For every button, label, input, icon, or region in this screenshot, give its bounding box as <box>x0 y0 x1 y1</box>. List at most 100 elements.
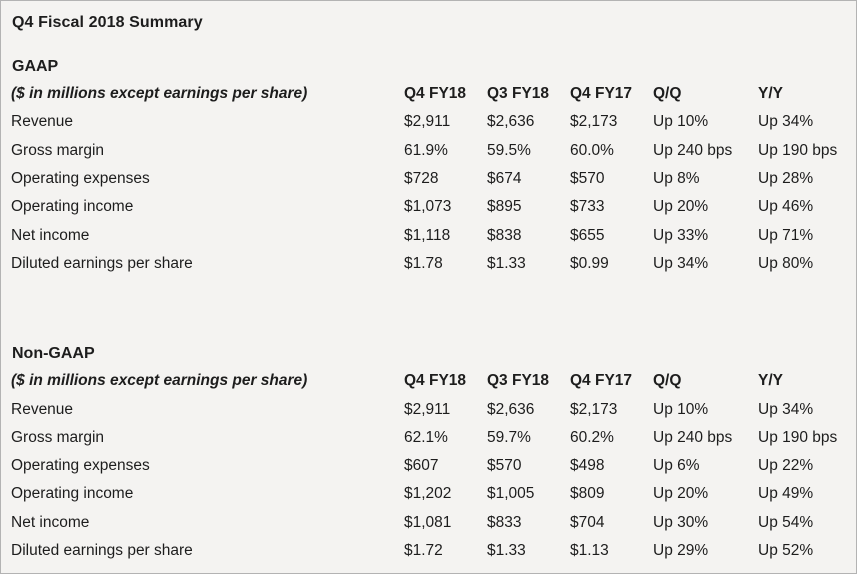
cell-q3fy18: $833 <box>487 513 522 531</box>
financial-table-gaap: ($ in millions except earnings per share… <box>11 80 856 278</box>
table-head: ($ in millions except earnings per share… <box>11 367 856 395</box>
cell-yoy: Up 22% <box>758 457 814 475</box>
cell-q4fy18: $1,118 <box>404 226 451 244</box>
cell-q4fy18: $1,202 <box>404 485 452 503</box>
section-heading-gaap: GAAP <box>12 58 59 75</box>
cell-yoy: Up 190 bps <box>758 141 838 159</box>
cell-q3fy18: 59.7% <box>487 428 531 446</box>
cell-q4fy17: $570 <box>570 170 605 188</box>
column-header-q4fy17: Q4 FY17 <box>570 372 633 390</box>
cell-q3fy18: $895 <box>487 198 522 216</box>
cell-qoq: Up 240 bps <box>653 428 733 446</box>
row-label: Gross margin <box>11 141 105 159</box>
cell-yoy: Up 34% <box>758 113 814 131</box>
table-body: Revenue $2,911 $2,636 $2,173 Up 10% Up 34% Gro… <box>11 395 856 565</box>
table-caption: ($ in millions except earnings per share… <box>11 85 308 103</box>
cell-qoq: Up 30% <box>653 513 709 531</box>
cell-yoy: Up 190 bps <box>758 428 838 446</box>
cell-q4fy17: $2,173 <box>570 400 618 418</box>
cell-yoy: Up 34% <box>758 400 814 418</box>
table-row: Operating income $1,202 $1,005 $809 Up 20% Up… <box>11 480 856 508</box>
cell-qoq: Up 10% <box>653 400 709 418</box>
row-label: Net income <box>11 513 90 531</box>
cell-yoy: Up 52% <box>758 542 814 559</box>
table-row: Gross margin 61.9% 59.5% 60.0% Up 240 bps Up … <box>11 137 856 165</box>
column-header-q4fy18: Q4 FY18 <box>404 85 467 103</box>
cell-qoq: Up 29% <box>653 542 709 559</box>
cell-qoq: Up 6% <box>653 457 700 475</box>
table-row: Revenue $2,911 $2,636 $2,173 Up 10% Up 34% <box>11 108 856 136</box>
cell-q3fy18: $2,636 <box>487 113 535 131</box>
table-row: Revenue $2,911 $2,636 $2,173 Up 10% Up 34% <box>11 395 856 423</box>
cell-q4fy18: $1,073 <box>404 198 452 216</box>
table-caption: ($ in millions except earnings per share… <box>11 372 308 390</box>
cell-q4fy18: $607 <box>404 457 439 475</box>
cell-yoy: Up 28% <box>758 170 814 188</box>
sections: GAAP ($ in millions except earnings per s… <box>11 57 856 565</box>
row-label: Operating income <box>11 198 134 216</box>
cell-q4fy17: $2,173 <box>570 113 618 131</box>
cell-q4fy18: 61.9% <box>404 141 448 159</box>
table-header-row: ($ in millions except earnings per share… <box>11 80 856 108</box>
cell-q3fy18: $570 <box>487 457 522 475</box>
cell-q4fy17: $0.99 <box>570 254 609 272</box>
cell-qoq: Up 8% <box>653 170 700 188</box>
row-label: Operating income <box>11 485 134 503</box>
cell-q3fy18: $838 <box>487 226 522 244</box>
cell-q4fy17: 60.0% <box>570 141 614 159</box>
cell-yoy: Up 54% <box>758 513 814 531</box>
row-label: Operating expenses <box>11 457 150 475</box>
cell-q4fy18: $1.78 <box>404 254 443 272</box>
row-label: Diluted earnings per share <box>11 542 193 559</box>
column-header-qoq: Q/Q <box>653 85 682 103</box>
cell-q4fy17: $733 <box>570 198 605 216</box>
table-row: Operating expenses $728 $674 $570 Up 8% Up 28… <box>11 165 856 193</box>
cell-q4fy18: $2,911 <box>404 400 451 418</box>
table-row: Operating expenses $607 $570 $498 Up 6% Up 22… <box>11 452 856 480</box>
table-row: Operating income $1,073 $895 $733 Up 20% Up 4… <box>11 193 856 221</box>
cell-q4fy18: $1.72 <box>404 542 443 559</box>
cell-q4fy18: $2,911 <box>404 113 451 131</box>
section-heading-non-gaap: Non-GAAP <box>12 345 95 363</box>
section-non-gaap: Non-GAAP ($ in millions except earnings p… <box>11 344 856 565</box>
cell-qoq: Up 240 bps <box>653 141 733 159</box>
table-header-row: ($ in millions except earnings per share… <box>11 367 856 395</box>
column-header-q3fy18: Q3 FY18 <box>487 85 550 103</box>
column-header-q4fy18: Q4 FY18 <box>404 372 467 390</box>
cell-q4fy17: 60.2% <box>570 428 614 446</box>
row-label: Operating expenses <box>11 170 150 188</box>
cell-q4fy17: $1.13 <box>570 542 609 559</box>
cell-q3fy18: $1,005 <box>487 485 535 503</box>
cell-qoq: Up 10% <box>653 113 709 131</box>
column-header-qoq: Q/Q <box>653 372 682 390</box>
cell-q3fy18: $2,636 <box>487 400 535 418</box>
table-row: Diluted earnings per share $1.72 $1.33 $1.1… <box>11 537 856 565</box>
row-label: Revenue <box>11 113 74 131</box>
cell-yoy: Up 80% <box>758 254 814 272</box>
cell-q4fy17: $655 <box>570 226 605 244</box>
row-label: Revenue <box>11 400 74 418</box>
row-label: Gross margin <box>11 428 105 446</box>
financial-table-non-gaap: ($ in millions except earnings per share… <box>11 367 856 565</box>
cell-qoq: Up 20% <box>653 198 709 216</box>
cell-yoy: Up 46% <box>758 198 814 216</box>
cell-q4fy18: $1,081 <box>404 513 452 531</box>
cell-qoq: Up 20% <box>653 485 709 503</box>
cell-q3fy18: $674 <box>487 170 522 188</box>
cell-q4fy18: $728 <box>404 170 439 188</box>
table-row: Net income $1,081 $833 $704 Up 30% Up 54% <box>11 509 856 537</box>
table-row: Net income $1,118 $838 $655 Up 33% Up 71% <box>11 221 856 249</box>
column-header-yoy: Y/Y <box>758 372 783 390</box>
row-label: Diluted earnings per share <box>11 254 193 272</box>
page-title: Q4 Fiscal 2018 Summary <box>12 14 203 31</box>
column-header-q3fy18: Q3 FY18 <box>487 372 550 390</box>
cell-q4fy17: $498 <box>570 457 605 475</box>
cell-qoq: Up 33% <box>653 226 709 244</box>
table-row: Gross margin 62.1% 59.7% 60.2% Up 240 bps Up … <box>11 424 856 452</box>
cell-q3fy18: $1.33 <box>487 542 526 559</box>
table-head: ($ in millions except earnings per share… <box>11 80 856 108</box>
section-gaap: GAAP ($ in millions except earnings per s… <box>11 57 856 278</box>
cell-q4fy18: 62.1% <box>404 428 448 446</box>
cell-q3fy18: 59.5% <box>487 141 531 159</box>
